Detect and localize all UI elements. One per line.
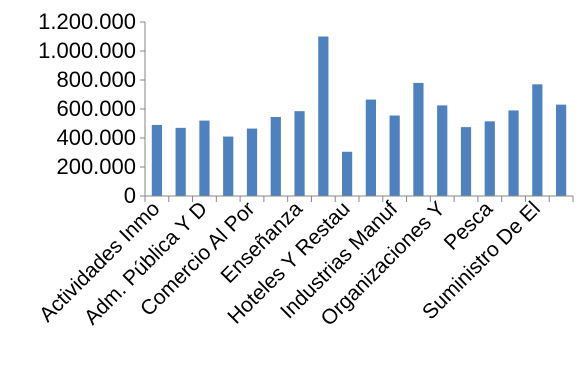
bar — [318, 36, 329, 196]
y-tick-label: 0 — [124, 183, 136, 208]
bar — [389, 115, 400, 196]
bar — [342, 151, 353, 196]
bar — [270, 116, 281, 196]
bar — [223, 136, 234, 196]
bar — [437, 105, 448, 197]
y-tick-label: 1.200.000 — [38, 9, 136, 34]
bar — [460, 127, 472, 197]
bar — [532, 84, 543, 196]
bar — [294, 111, 305, 196]
bar — [175, 127, 186, 196]
y-tick-label: 800.000 — [56, 67, 136, 92]
bar — [199, 120, 210, 196]
bar — [484, 121, 495, 196]
bar — [151, 124, 162, 196]
y-tick-label: 200.000 — [56, 154, 136, 179]
y-axis: 0 200.000 400.000 600.000 800.000 1.000.000 1.… — [38, 9, 146, 208]
bar — [413, 82, 424, 196]
bar — [365, 99, 376, 196]
bar — [556, 104, 567, 196]
y-tick-label: 400.000 — [56, 125, 136, 150]
y-tick-label: 600.000 — [56, 96, 136, 121]
bars-group — [151, 36, 567, 197]
bar — [508, 110, 519, 196]
bar — [246, 128, 258, 196]
y-tick-label: 1.000.000 — [38, 38, 136, 63]
